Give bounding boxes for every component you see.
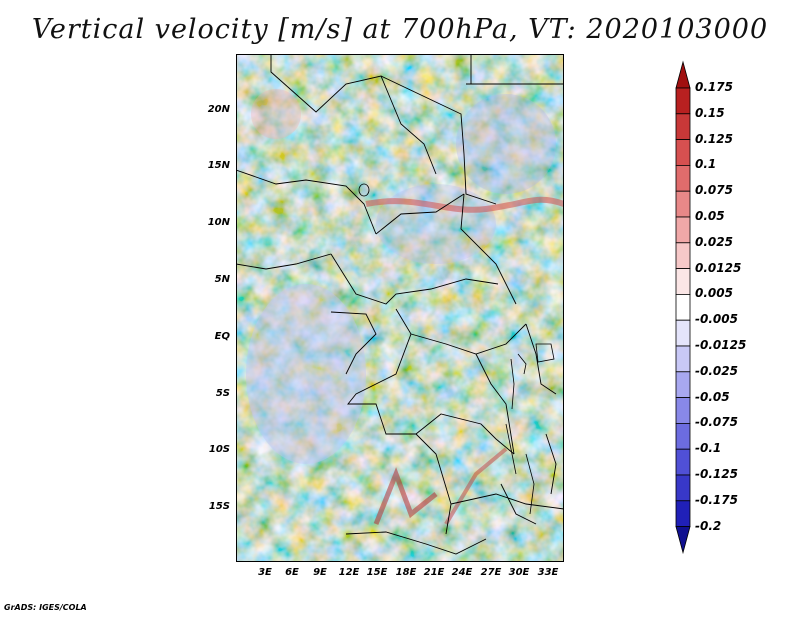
colorbar-box xyxy=(675,268,691,295)
colorbar-level-label: -0.025 xyxy=(695,363,738,378)
colorbar-box xyxy=(675,139,691,166)
colorbar-box xyxy=(675,345,691,373)
map-title: Vertical velocity [m/s] at 700hPa, VT: 2… xyxy=(31,14,769,45)
lon-label-3e: 3E xyxy=(258,567,272,578)
lakes xyxy=(358,183,555,515)
colorbar-level-label: 0.15 xyxy=(695,105,725,120)
colorbar-level-label: 0.175 xyxy=(695,80,733,94)
colorbar-level-label: 0.125 xyxy=(695,131,733,146)
lat-label-5n: 5N xyxy=(214,274,230,285)
grads-credit: GrADS: IGES/COLA xyxy=(4,603,87,612)
colorbar-box xyxy=(675,242,691,270)
colorbar-box xyxy=(675,500,691,527)
colorbar-level-label: -0.175 xyxy=(695,492,738,507)
colorbar-bottom-triangle xyxy=(675,526,691,555)
velocity-field xyxy=(236,54,564,562)
lat-label-eq: EQ xyxy=(214,331,230,342)
lon-label-21e: 21E xyxy=(423,567,445,578)
colorbar-box xyxy=(675,165,691,192)
colorbar-box xyxy=(675,87,691,115)
colorbar-top-triangle xyxy=(675,60,691,89)
colorbar-box xyxy=(675,216,691,244)
lat-label-15n: 15N xyxy=(207,160,230,171)
lon-label-6e: 6E xyxy=(285,567,299,578)
colorbar-level-label: 0.0125 xyxy=(695,260,742,275)
colorbar-level-label: -0.125 xyxy=(695,467,738,481)
country-borders xyxy=(236,54,564,555)
lat-label-20n: 20N xyxy=(207,104,230,115)
lat-label-10s: 10S xyxy=(208,444,230,455)
colorbar-box xyxy=(675,190,691,218)
colorbar-level-label: -0.075 xyxy=(695,415,738,430)
colorbar-box xyxy=(675,371,691,398)
lon-label-9e: 9E xyxy=(313,567,327,578)
lon-label-18e: 18E xyxy=(395,567,417,578)
colorbar-box xyxy=(675,293,691,321)
colorbar-level-label: -0.1 xyxy=(695,441,722,456)
colorbar-box xyxy=(675,422,691,450)
colorbar-level-label: 0.075 xyxy=(695,183,733,198)
lon-label-27e: 27E xyxy=(480,567,502,578)
colorbar-level-label: 0.005 xyxy=(695,286,733,301)
lon-label-30e: 30E xyxy=(508,567,530,578)
colorbar-box xyxy=(675,113,691,140)
lon-label-33e: 33E xyxy=(537,567,559,578)
lon-label-12e: 12E xyxy=(338,567,360,578)
colorbar-box xyxy=(675,319,691,347)
colorbar-level-label: 0.05 xyxy=(695,209,725,223)
colorbar-level-label: -0.005 xyxy=(695,312,738,327)
lat-label-15s: 15S xyxy=(208,501,230,512)
colorbar-box xyxy=(675,474,691,502)
lat-label-10n: 10N xyxy=(207,217,230,228)
lon-label-24e: 24E xyxy=(451,567,473,578)
colorbar-level-label: 0.025 xyxy=(695,234,733,249)
colorbar-level-label: 0.1 xyxy=(695,157,717,172)
colorbar-box xyxy=(675,448,691,476)
colorbar-level-label: -0.05 xyxy=(695,389,730,404)
lon-label-15e: 15E xyxy=(366,567,388,578)
colorbar-box xyxy=(675,397,691,424)
colorbar xyxy=(675,60,691,555)
vertical-velocity-map xyxy=(236,54,564,562)
lat-label-5s: 5S xyxy=(215,388,230,399)
colorbar-level-label: -0.2 xyxy=(695,518,722,533)
colorbar-level-label: -0.0125 xyxy=(695,338,747,352)
